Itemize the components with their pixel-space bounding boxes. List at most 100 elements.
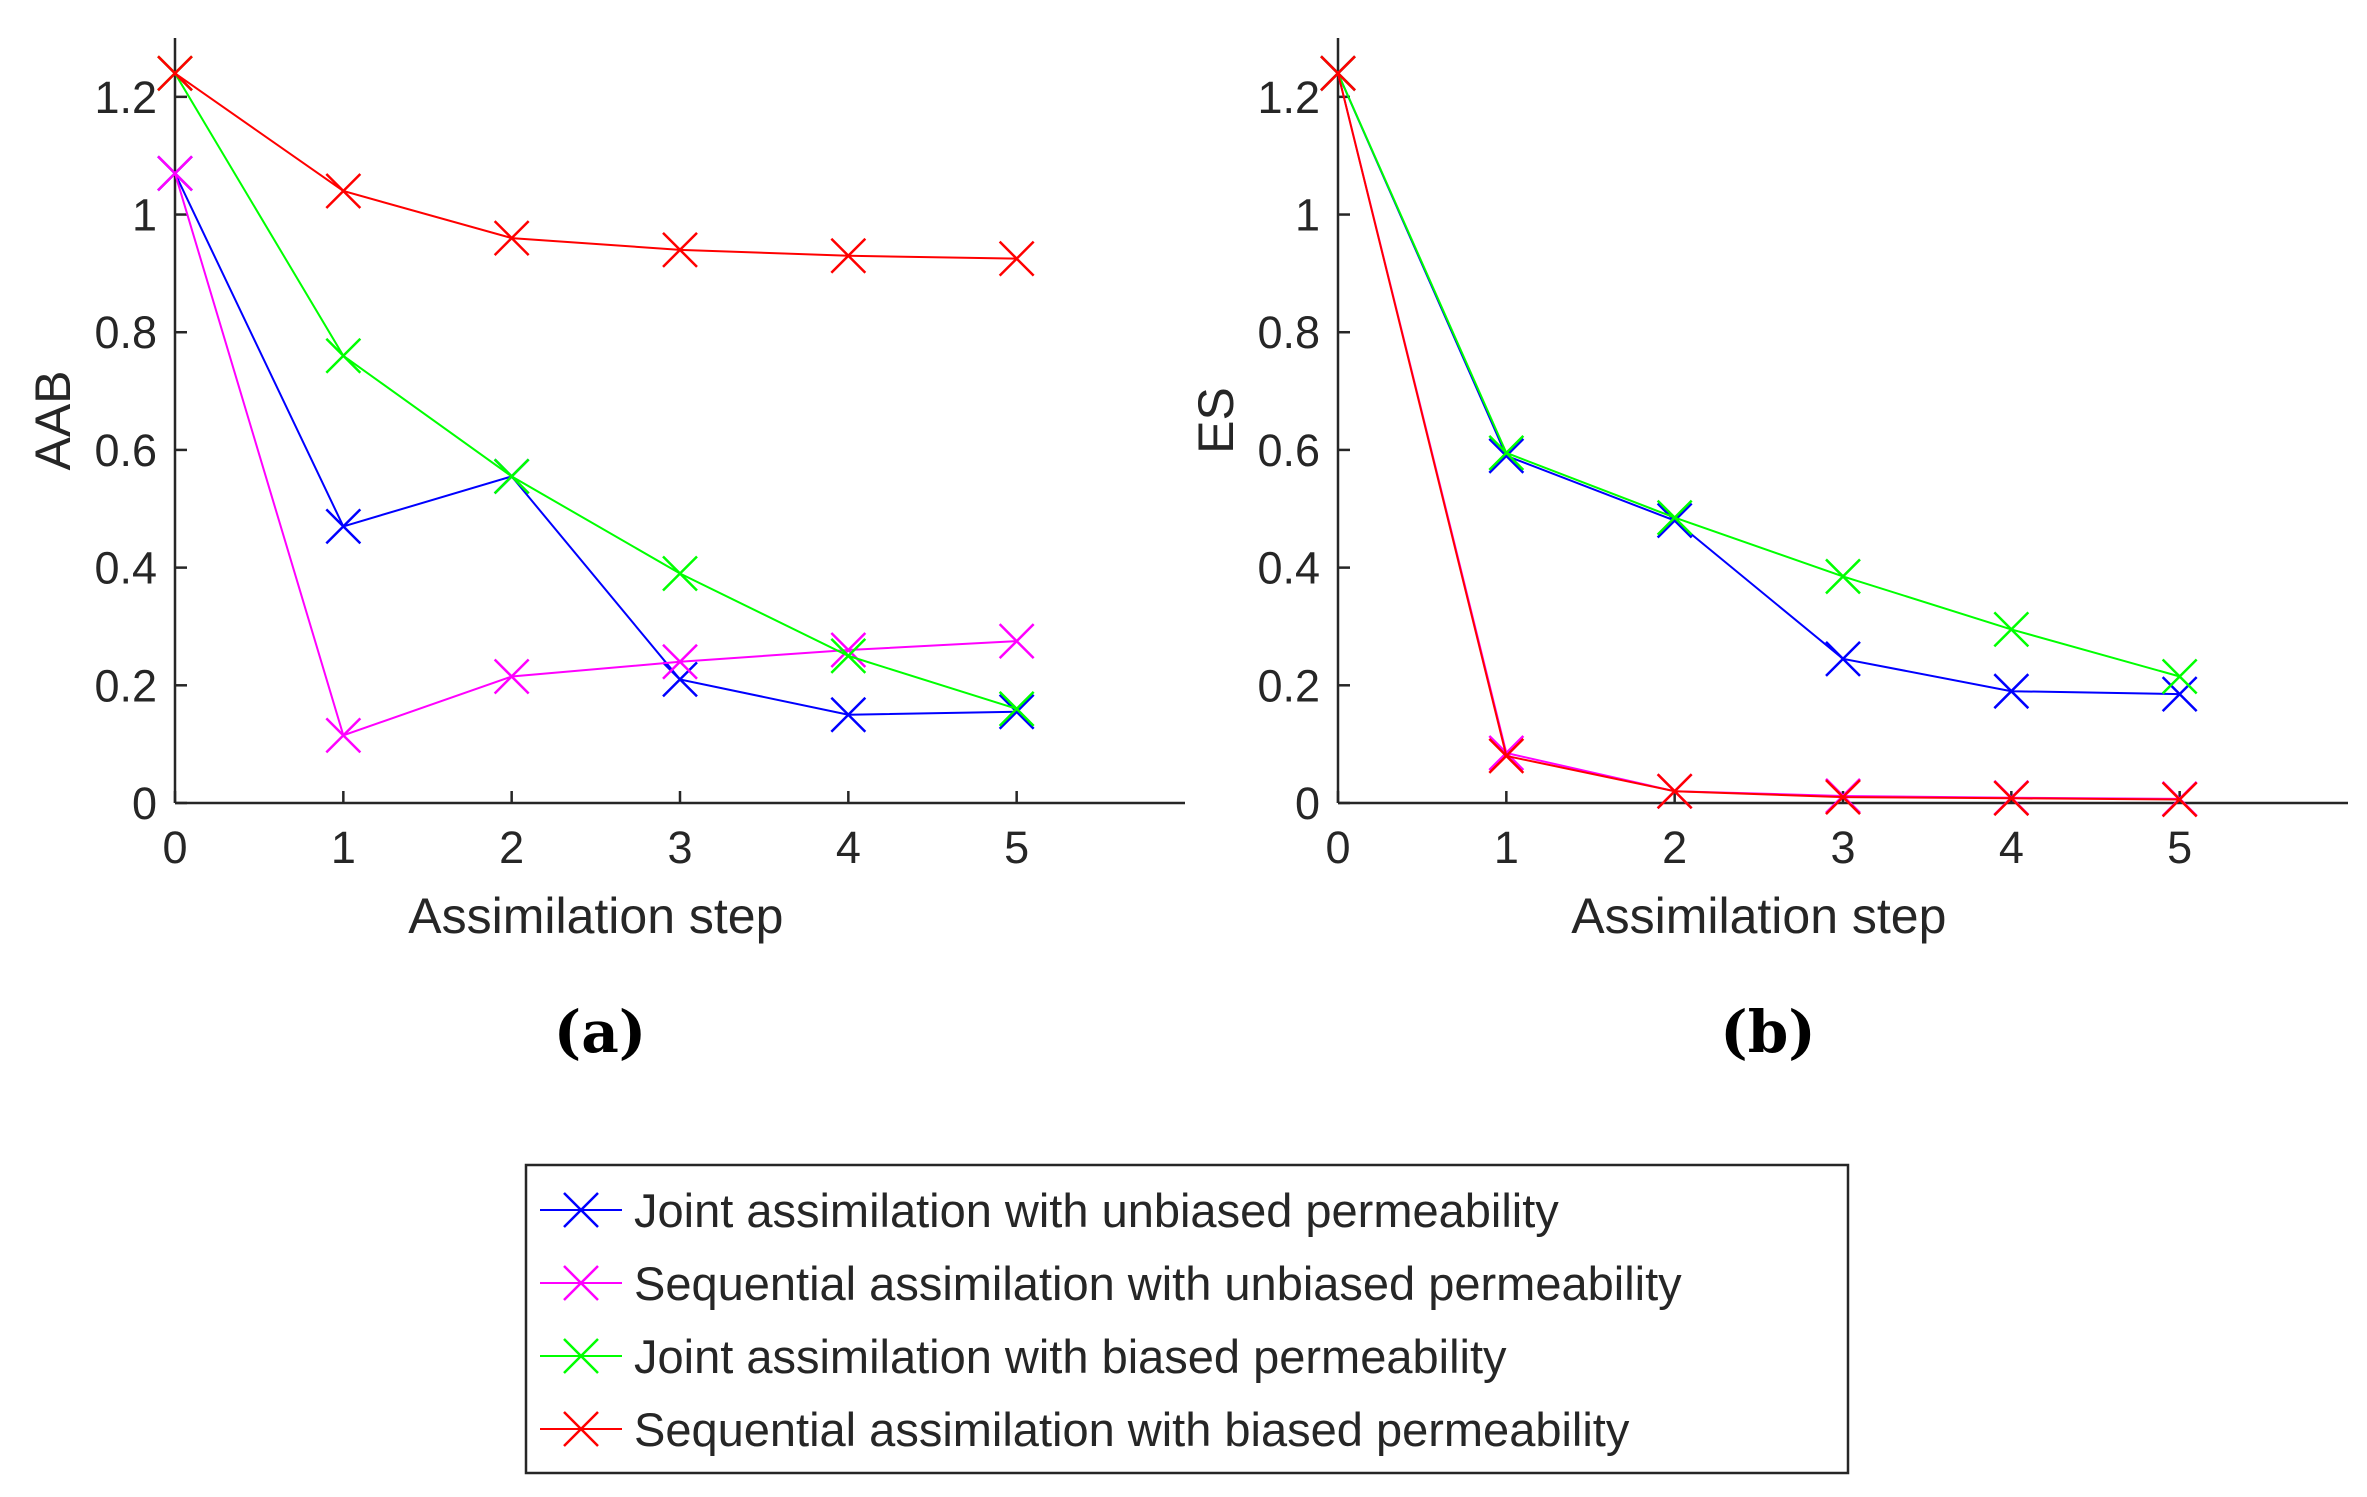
legend-entry: Joint assimilation with biased permeabil… xyxy=(540,1330,1507,1383)
data-point-marker xyxy=(157,155,193,192)
data-point-marker xyxy=(1656,502,1693,539)
series-line xyxy=(1337,73,2180,800)
y-tick-label: 1.2 xyxy=(94,72,157,123)
y-axis-label: ES xyxy=(1188,387,1244,454)
data-point-marker xyxy=(1825,558,1861,595)
y-tick-label: 0 xyxy=(132,778,157,829)
y-tick-label: 0 xyxy=(1295,778,1320,829)
data-point-marker xyxy=(1320,55,1356,92)
series-line xyxy=(174,172,1017,716)
legend-box xyxy=(524,1163,1850,1475)
series-1 xyxy=(1320,55,2198,713)
data-point-marker xyxy=(830,696,867,733)
data-point-marker xyxy=(998,690,1035,727)
y-tick-label: 1.2 xyxy=(1257,72,1320,123)
data-point-marker xyxy=(998,623,1035,660)
legend-entry: Sequential assimilation with biased perm… xyxy=(540,1403,1630,1456)
data-point-marker xyxy=(1993,780,2030,817)
data-point-marker xyxy=(1825,779,1861,815)
data-point-marker xyxy=(493,658,530,695)
x-axis-label: Assimilation step xyxy=(408,888,783,944)
data-point-marker xyxy=(493,458,530,495)
data-point-marker xyxy=(1993,673,2030,710)
x-tick-label: 0 xyxy=(1325,822,1350,873)
legend-entry: Joint assimilation with unbiased permeab… xyxy=(540,1184,1559,1237)
data-point-marker xyxy=(325,508,362,545)
data-point-marker xyxy=(157,55,193,92)
legend: Joint assimilation with unbiased permeab… xyxy=(524,1163,1850,1475)
legend-label: Joint assimilation with unbiased permeab… xyxy=(634,1184,1559,1237)
data-point-marker xyxy=(998,693,1035,730)
y-tick-label: 0.8 xyxy=(1257,307,1320,358)
y-tick-label: 1 xyxy=(1295,190,1320,241)
data-point-marker xyxy=(1488,434,1525,471)
series-line xyxy=(1337,72,2180,678)
data-point-marker xyxy=(830,632,867,668)
y-tick-label: 0.4 xyxy=(94,543,157,594)
y-tick-label: 0.8 xyxy=(94,307,157,358)
legend-marker xyxy=(563,1411,599,1447)
x-tick-label: 4 xyxy=(1999,822,2024,873)
series-4 xyxy=(1320,55,2198,818)
series-4 xyxy=(157,55,1035,277)
data-point-marker xyxy=(662,555,698,592)
x-tick-label: 2 xyxy=(499,822,524,873)
legend-entry: Sequential assimilation with unbiased pe… xyxy=(540,1257,1682,1310)
x-tick-label: 3 xyxy=(1830,822,1855,873)
data-point-marker xyxy=(1825,640,1861,677)
x-tick-label: 1 xyxy=(1494,822,1519,873)
data-point-marker xyxy=(1656,773,1693,810)
y-tick-label: 0.2 xyxy=(94,660,157,711)
data-point-marker xyxy=(998,240,1035,277)
data-point-marker xyxy=(662,643,698,680)
x-tick-label: 3 xyxy=(667,822,692,873)
series-3 xyxy=(1320,55,2198,695)
series-1 xyxy=(157,155,1035,733)
chart-panel-b: 0 0.2 0.4 0.6 0.8 1 1.2 0 1 2 3 4 5 Assimilation step… xyxy=(1188,38,2348,944)
data-point-marker xyxy=(325,173,362,209)
x-tick-label: 4 xyxy=(836,822,861,873)
y-tick-label: 0.6 xyxy=(94,425,157,476)
chart-panel-a: 0 0.2 0.4 0.6 0.8 1 1.2 0 1 2 3 4 5 Assimilation step… xyxy=(25,38,1185,944)
data-point-marker xyxy=(830,638,867,674)
data-point-marker xyxy=(1656,499,1693,536)
y-tick-label: 1 xyxy=(132,190,157,241)
data-point-marker xyxy=(1993,611,2030,648)
x-tick-label: 5 xyxy=(1004,822,1029,873)
x-axis-label: Assimilation step xyxy=(1571,888,1946,944)
y-tick-label: 0.4 xyxy=(1257,543,1320,594)
data-point-marker xyxy=(662,661,698,698)
legend-label: Sequential assimilation with unbiased pe… xyxy=(634,1257,1682,1310)
y-axis-label: AAB xyxy=(25,370,81,470)
series-line xyxy=(1337,72,2180,696)
panel-b-label: (b) xyxy=(1720,998,1815,1066)
series-line xyxy=(174,173,1017,737)
data-point-marker xyxy=(662,231,698,268)
data-point-marker xyxy=(1488,437,1525,474)
data-point-marker xyxy=(325,337,362,374)
x-tick-label: 1 xyxy=(331,822,356,873)
y-tick-label: 0.2 xyxy=(1257,660,1320,711)
panel-a-label: (a) xyxy=(554,998,646,1066)
data-point-marker xyxy=(2161,781,2198,818)
legend-marker xyxy=(563,1338,599,1374)
legend-marker xyxy=(563,1265,599,1301)
y-tick-label: 0.6 xyxy=(1257,425,1320,476)
x-tick-label: 2 xyxy=(1662,822,1687,873)
data-point-marker xyxy=(2161,658,2198,695)
data-point-marker xyxy=(325,717,362,754)
legend-label: Joint assimilation with biased permeabil… xyxy=(634,1330,1507,1383)
series-3 xyxy=(157,55,1035,727)
x-tick-label: 0 xyxy=(162,822,187,873)
data-point-marker xyxy=(1488,738,1525,774)
series-line xyxy=(174,72,1017,710)
x-tick-label: 5 xyxy=(2167,822,2192,873)
series-2 xyxy=(1320,55,2198,817)
data-point-marker xyxy=(2161,676,2198,713)
series-line xyxy=(1337,73,2180,801)
legend-marker xyxy=(563,1192,599,1228)
data-point-marker xyxy=(830,237,867,274)
data-point-marker xyxy=(493,220,530,256)
series-2 xyxy=(157,155,1035,754)
